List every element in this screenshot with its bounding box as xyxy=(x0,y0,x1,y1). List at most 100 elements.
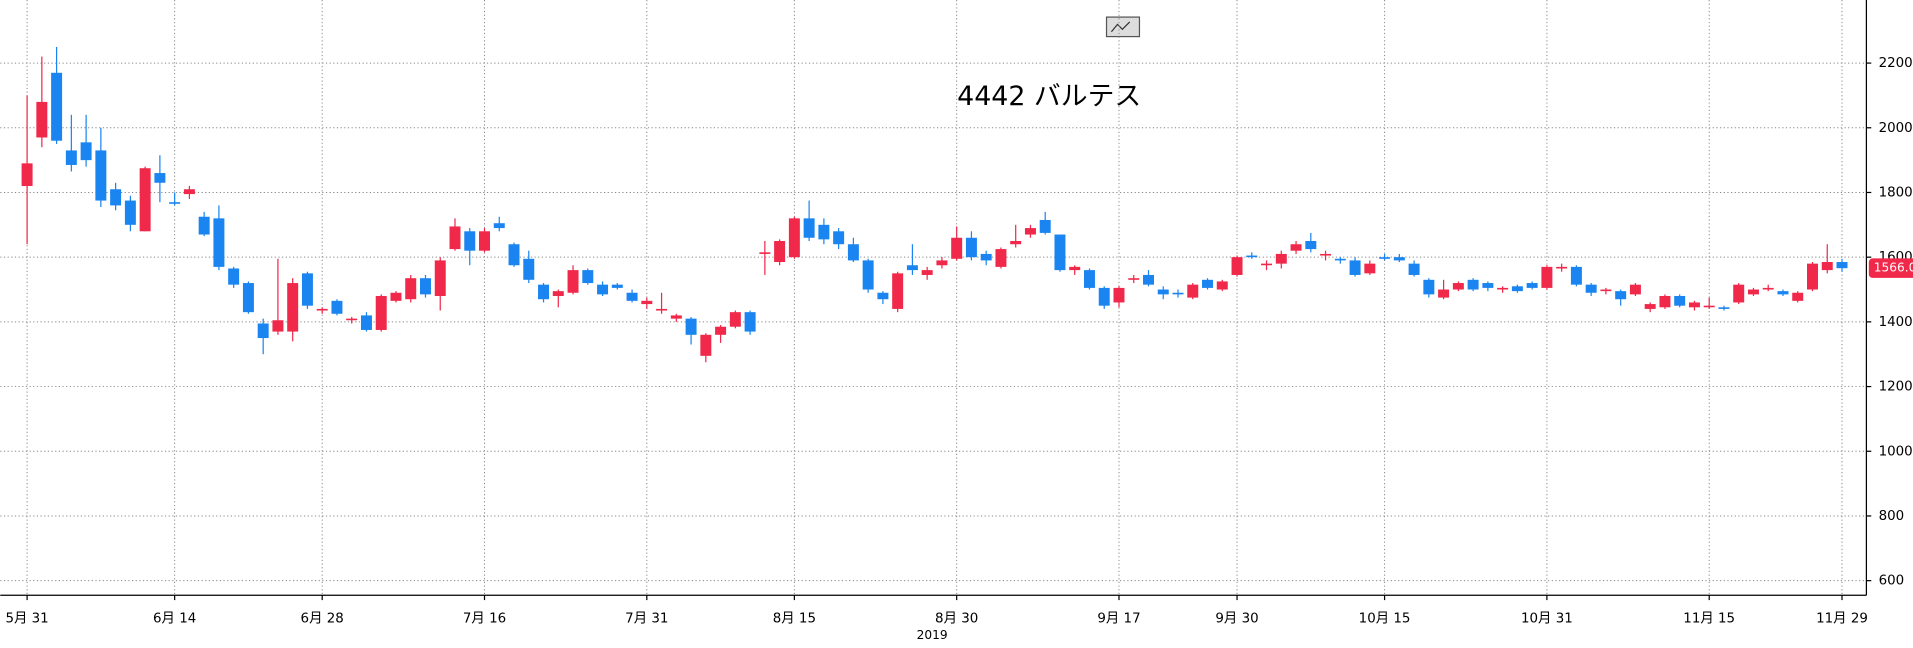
x-tick-label: 11月 29 xyxy=(1816,611,1868,626)
candle-body xyxy=(1629,284,1641,295)
candle-body xyxy=(1541,266,1553,288)
candle-body xyxy=(257,323,269,339)
candle-body xyxy=(1187,284,1199,298)
candle-body xyxy=(242,283,254,313)
candle-body xyxy=(1128,278,1140,280)
candle-body xyxy=(626,292,638,301)
candle-body xyxy=(1703,305,1715,308)
candle-body xyxy=(1379,257,1391,259)
y-tick-label: 1000 xyxy=(1879,444,1913,459)
candle-body xyxy=(1747,289,1759,295)
candle-body xyxy=(788,218,800,258)
candle-body xyxy=(1039,219,1051,233)
candle-body xyxy=(1733,284,1745,303)
candle-body xyxy=(449,226,461,250)
candle-body xyxy=(1010,240,1022,245)
candle-body xyxy=(1836,262,1848,269)
candle-body xyxy=(287,283,299,332)
candle-body xyxy=(213,218,225,267)
candle-body xyxy=(154,173,166,183)
candle-body xyxy=(1777,291,1789,295)
candle-body xyxy=(1792,292,1804,301)
candle-body xyxy=(552,291,564,296)
candle-body xyxy=(1556,266,1568,269)
candle-body xyxy=(1083,270,1095,288)
candle-body xyxy=(597,284,609,295)
candle-body xyxy=(567,270,579,293)
candle-body xyxy=(877,292,889,300)
candle-body xyxy=(272,320,284,332)
candle-body xyxy=(228,268,240,285)
x-tick-label: 6月 28 xyxy=(301,611,344,626)
candle-body xyxy=(1408,263,1420,275)
candle-body xyxy=(390,292,402,301)
candle-body xyxy=(301,273,313,306)
candle-body xyxy=(670,315,682,319)
candle-body xyxy=(523,258,535,280)
candle-body xyxy=(1157,289,1169,295)
candle-body xyxy=(1438,289,1450,298)
candle-body xyxy=(80,142,92,161)
x-tick-label: 8月 30 xyxy=(935,611,978,626)
candle-body xyxy=(1807,263,1818,290)
candle-body xyxy=(1615,291,1627,300)
candle-body xyxy=(1644,304,1656,309)
candle-body xyxy=(139,168,151,232)
y-tick-label: 1800 xyxy=(1879,185,1913,200)
candle-body xyxy=(965,237,977,258)
candle-body xyxy=(346,318,358,321)
candle-body xyxy=(1600,289,1612,292)
candle-body xyxy=(1482,283,1494,288)
candle-body xyxy=(700,334,712,356)
x-tick-label: 6月 14 xyxy=(153,611,196,626)
candle-body xyxy=(538,284,550,300)
candle-body xyxy=(744,312,756,332)
candle-body xyxy=(1202,279,1214,288)
candle-body xyxy=(715,326,727,335)
candle-body xyxy=(1511,286,1523,292)
candle-body xyxy=(1172,292,1184,295)
candle-body xyxy=(936,260,948,266)
candle-body xyxy=(1570,266,1582,285)
candle-body xyxy=(508,244,520,266)
x-tick-label: 7月 16 xyxy=(463,611,506,626)
candle-body xyxy=(198,216,210,235)
y-tick-label: 800 xyxy=(1879,509,1905,524)
candle-body xyxy=(921,270,933,275)
candle-body xyxy=(582,270,594,284)
candle-body xyxy=(1585,284,1597,293)
candle-body xyxy=(1821,262,1833,271)
x-tick-label: 5月 31 xyxy=(5,611,48,626)
candle-body xyxy=(124,200,136,225)
candle-body xyxy=(759,252,771,254)
candle-body xyxy=(51,72,63,141)
candle-body xyxy=(1290,244,1302,251)
y-tick-label: 1400 xyxy=(1879,315,1913,330)
candle-body xyxy=(169,202,181,204)
x-axis-label: 2019 xyxy=(917,628,948,642)
candle-body xyxy=(493,223,505,229)
candle-body xyxy=(1674,295,1686,306)
candle-body xyxy=(1497,287,1509,290)
candle-body xyxy=(1452,283,1464,290)
candle-body xyxy=(611,284,623,288)
candle-body xyxy=(1275,253,1287,264)
chart-type-button[interactable] xyxy=(1105,16,1141,38)
candle-body xyxy=(95,150,107,201)
candle-body xyxy=(405,278,417,300)
chart-type-icon xyxy=(1110,21,1131,33)
candle-body xyxy=(1334,258,1346,261)
candle-body xyxy=(774,240,786,263)
x-tick-label: 11月 15 xyxy=(1683,611,1735,626)
candle-body xyxy=(1261,263,1273,266)
candle-body xyxy=(1364,263,1376,274)
candle-body xyxy=(1024,228,1036,235)
candle-body xyxy=(906,265,918,271)
candle-body xyxy=(833,231,845,245)
candle-body xyxy=(65,150,77,165)
candle-body xyxy=(1231,257,1243,275)
candle-body xyxy=(1393,257,1405,261)
candle-body xyxy=(1305,240,1317,250)
candle-body xyxy=(1526,283,1538,288)
